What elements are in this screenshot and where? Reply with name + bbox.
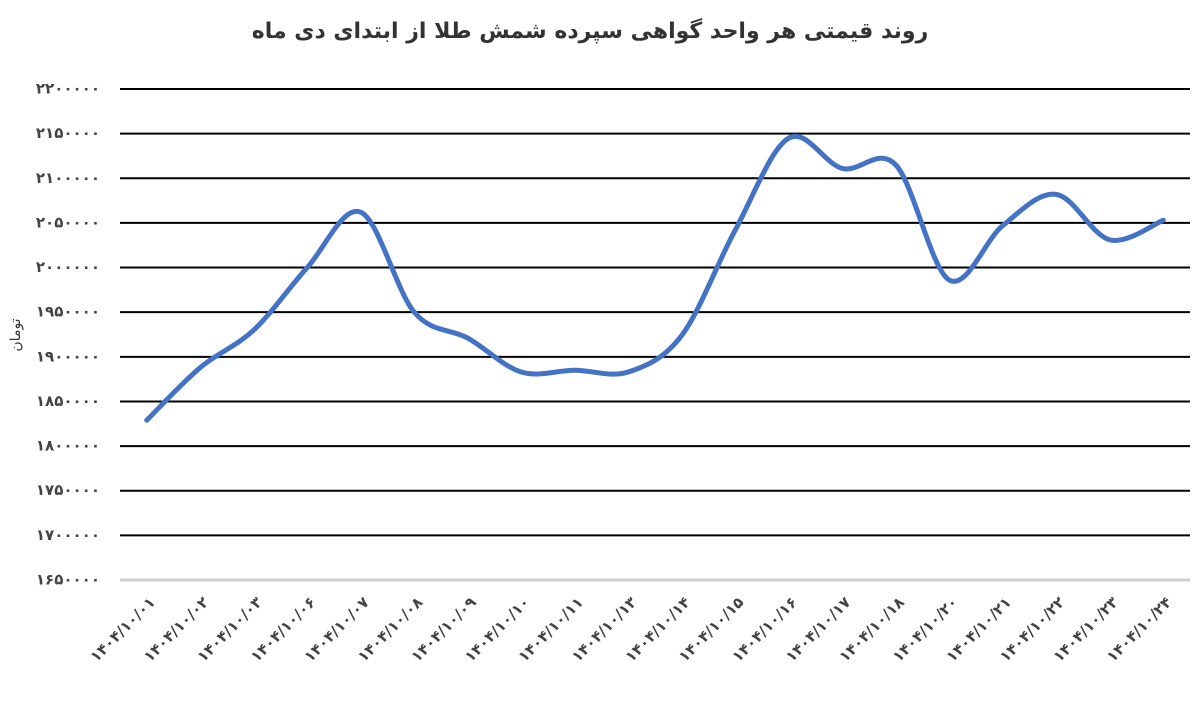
y-tick-label: ۲۲۰۰۰۰۰	[36, 80, 100, 98]
y-tick-label: ۱۹۰۰۰۰۰	[36, 347, 100, 365]
y-tick-label: ۲۰۵۰۰۰۰	[36, 213, 100, 231]
y-tick-label: ۲۰۰۰۰۰۰	[36, 258, 100, 276]
y-tick-label: ۱۶۵۰۰۰۰	[36, 571, 100, 589]
y-tick-label: ۲۱۵۰۰۰۰	[36, 124, 100, 142]
y-tick-label: ۱۸۵۰۰۰۰	[36, 392, 100, 410]
y-tick-label: ۱۷۵۰۰۰۰	[36, 481, 100, 499]
line	[144, 133, 1166, 423]
y-axis-label: تومان	[8, 318, 24, 351]
y-tick-label: ۱۷۰۰۰۰۰	[36, 526, 100, 544]
y-tick-label: ۱۸۰۰۰۰۰	[36, 437, 100, 455]
chart-title: روند قیمتی هر واحد گواهی سپرده شمش طلا ا…	[252, 17, 929, 44]
y-tick-label: ۲۱۰۰۰۰۰	[36, 169, 100, 187]
y-tick-label: ۱۹۵۰۰۰۰	[36, 303, 100, 321]
